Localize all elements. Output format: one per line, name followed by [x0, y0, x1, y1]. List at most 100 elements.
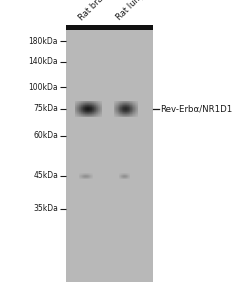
Bar: [123, 114, 124, 115]
Bar: [136, 115, 137, 116]
Bar: [126, 114, 127, 115]
Bar: [96, 104, 97, 105]
Bar: [89, 177, 90, 178]
Bar: [126, 109, 127, 110]
Bar: [114, 102, 115, 103]
Bar: [124, 174, 125, 175]
Bar: [136, 102, 137, 103]
Bar: [82, 106, 83, 107]
Bar: [97, 107, 98, 108]
Text: 75kDa: 75kDa: [33, 104, 58, 113]
Bar: [132, 107, 133, 108]
Bar: [89, 108, 90, 109]
Bar: [91, 106, 92, 107]
Bar: [92, 113, 93, 114]
Bar: [136, 108, 137, 109]
Bar: [131, 108, 132, 109]
Bar: [81, 108, 82, 109]
Bar: [94, 108, 95, 109]
Bar: [135, 112, 136, 113]
Bar: [121, 173, 122, 174]
Bar: [116, 102, 117, 103]
Bar: [114, 114, 115, 115]
Bar: [127, 108, 128, 109]
Bar: [86, 174, 87, 175]
Text: 35kDa: 35kDa: [33, 204, 58, 213]
Bar: [123, 104, 124, 105]
Bar: [87, 107, 88, 108]
Bar: [126, 174, 127, 175]
Bar: [79, 112, 80, 113]
Bar: [123, 108, 124, 109]
Bar: [88, 174, 89, 175]
Bar: [92, 178, 93, 179]
Bar: [120, 112, 121, 113]
Bar: [84, 108, 85, 109]
Bar: [86, 176, 87, 177]
Bar: [118, 116, 119, 117]
Bar: [100, 101, 101, 102]
Bar: [119, 104, 120, 105]
Bar: [125, 115, 126, 116]
Bar: [76, 107, 77, 108]
Bar: [100, 113, 101, 114]
Bar: [128, 108, 129, 109]
Bar: [125, 175, 126, 176]
Bar: [89, 105, 90, 106]
Bar: [79, 115, 80, 116]
Bar: [91, 176, 92, 177]
Bar: [89, 174, 90, 175]
Bar: [97, 111, 98, 112]
Bar: [83, 106, 84, 107]
Bar: [126, 178, 127, 179]
Bar: [98, 115, 99, 116]
Bar: [84, 177, 85, 178]
Bar: [130, 102, 131, 103]
Bar: [87, 101, 88, 102]
Bar: [81, 114, 82, 115]
Bar: [77, 108, 78, 109]
Bar: [79, 103, 80, 104]
Bar: [135, 103, 136, 104]
Bar: [128, 178, 129, 179]
Bar: [91, 106, 92, 107]
Bar: [100, 108, 101, 109]
Bar: [121, 177, 122, 178]
Bar: [77, 103, 78, 104]
Bar: [130, 112, 131, 113]
Bar: [120, 178, 121, 179]
Bar: [79, 115, 80, 116]
Bar: [125, 112, 126, 113]
Bar: [86, 173, 87, 174]
Bar: [134, 115, 135, 116]
Bar: [130, 104, 131, 105]
Bar: [91, 174, 92, 175]
Bar: [92, 107, 93, 108]
Bar: [87, 177, 88, 178]
Bar: [135, 108, 136, 109]
Bar: [128, 112, 129, 113]
Bar: [101, 116, 102, 117]
Bar: [99, 108, 100, 109]
Bar: [83, 176, 84, 177]
Bar: [87, 176, 88, 177]
Bar: [120, 174, 121, 175]
Bar: [84, 107, 85, 108]
Bar: [79, 176, 80, 177]
Bar: [119, 174, 120, 175]
Bar: [99, 101, 100, 102]
Bar: [91, 112, 92, 113]
Bar: [136, 109, 137, 110]
Bar: [130, 105, 131, 106]
Bar: [119, 103, 120, 104]
Bar: [98, 116, 99, 117]
Bar: [129, 101, 130, 102]
Bar: [126, 105, 127, 106]
Bar: [115, 109, 116, 110]
Bar: [86, 115, 87, 116]
Bar: [91, 107, 92, 108]
Bar: [92, 115, 93, 116]
Bar: [94, 107, 95, 108]
Bar: [89, 176, 90, 177]
Bar: [89, 175, 90, 176]
